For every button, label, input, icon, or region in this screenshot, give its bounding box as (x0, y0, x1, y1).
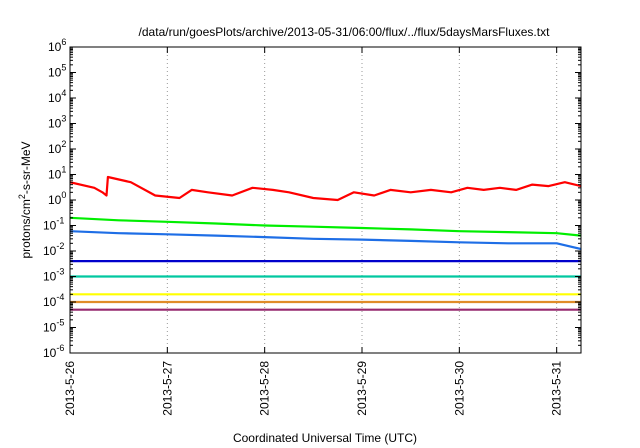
series-line-3 (70, 230, 581, 251)
x-tick-label: 2013-5-30 (452, 361, 466, 416)
x-tick-label: 2013-5-27 (160, 361, 174, 416)
y-tick-label: 105 (48, 63, 66, 80)
y-tick-label: 102 (48, 139, 66, 156)
x-tick-label: 2013-5-26 (63, 361, 77, 416)
x-tick-label: 2013-5-31 (550, 361, 564, 416)
y-tick-label: 10-4 (43, 292, 64, 309)
y-tick-label: 10-1 (43, 216, 64, 233)
chart-title: /data/run/goesPlots/archive/2013-05-31/0… (139, 25, 551, 39)
series-line-2 (70, 216, 581, 237)
y-tick-label: 10-6 (43, 343, 64, 360)
y-tick-label: 10-5 (43, 318, 64, 335)
y-tick-label: 106 (48, 37, 66, 54)
series-group (70, 175, 581, 311)
x-tick-label: 2013-5-28 (258, 361, 272, 416)
y-axis: 10-6 10-5 10-4 10-3 10-2 10-1 100 101 102 103 104 1… (43, 37, 581, 360)
y-axis-label: protons/cm2-s-sr-MeV (17, 141, 33, 258)
series-line-1 (70, 175, 581, 202)
y-tick-label: 10-2 (43, 241, 64, 258)
y-tick-label: 104 (48, 88, 66, 105)
y-tick-label: 10-3 (43, 267, 64, 284)
x-axis-label: Coordinated Universal Time (UTC) (233, 431, 417, 445)
y-tick-label: 103 (48, 114, 66, 131)
x-tick-label: 2013-5-29 (355, 361, 369, 416)
grid (166, 47, 558, 353)
y-tick-label: 101 (48, 165, 66, 182)
x-axis: 2013-5-26 2013-5-27 2013-5-28 2013-5-29 2013… (63, 47, 564, 416)
y-tick-label: 100 (48, 190, 66, 207)
